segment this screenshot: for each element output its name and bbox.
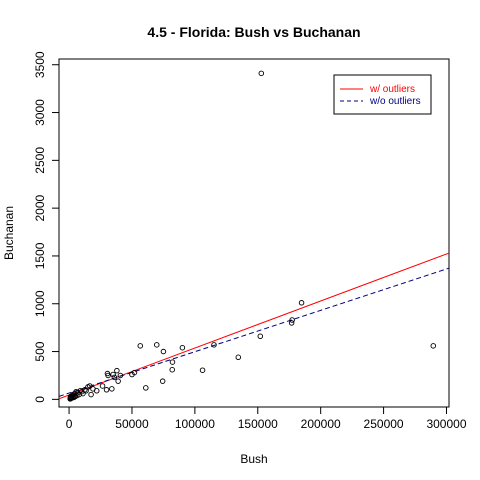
y-tick-label: 2500 bbox=[33, 147, 47, 174]
data-point bbox=[235, 354, 242, 361]
data-point bbox=[110, 371, 116, 378]
data-point bbox=[199, 367, 206, 373]
data-point bbox=[88, 391, 94, 398]
data-point bbox=[298, 300, 305, 306]
x-tick-label: 0 bbox=[66, 417, 73, 431]
data-point bbox=[99, 383, 106, 389]
data-points bbox=[67, 70, 437, 402]
y-tick-label: 500 bbox=[33, 341, 47, 361]
data-point bbox=[154, 342, 160, 348]
data-point bbox=[211, 342, 217, 348]
data-point bbox=[159, 378, 166, 384]
y-axis-label: Buchanan bbox=[2, 206, 16, 260]
y-tick-label: 1500 bbox=[33, 242, 47, 269]
data-point bbox=[115, 378, 121, 384]
data-point bbox=[90, 386, 96, 392]
x-axis-label: Bush bbox=[240, 452, 267, 466]
data-point bbox=[104, 370, 111, 377]
y-tick-label: 3500 bbox=[33, 51, 47, 78]
legend-label-without-outliers: w/o outliers bbox=[369, 96, 421, 107]
x-tick-label: 200000 bbox=[301, 417, 341, 431]
chart-title: 4.5 - Florida: Bush vs Buchanan bbox=[147, 24, 360, 40]
x-axis: 0 50000 100000 150000 200000 250000 300000 bbox=[66, 406, 467, 431]
x-tick-label: 250000 bbox=[364, 417, 404, 431]
fit-line-without-outliers bbox=[59, 267, 449, 397]
data-point bbox=[137, 343, 144, 349]
x-tick-label: 50000 bbox=[115, 417, 149, 431]
data-point bbox=[109, 386, 115, 392]
y-tick-label: 3000 bbox=[33, 99, 47, 126]
y-axis: 0 500 1000 1500 2000 2500 3000 3500 bbox=[33, 51, 60, 403]
y-tick-label: 1000 bbox=[33, 290, 47, 317]
data-point bbox=[430, 343, 437, 349]
data-point bbox=[179, 344, 186, 351]
data-point bbox=[257, 333, 264, 340]
legend: w/ outliers w/o outliers bbox=[333, 74, 432, 115]
x-tick-label: 100000 bbox=[175, 417, 215, 431]
y-tick-label: 0 bbox=[33, 396, 47, 403]
plot-area bbox=[59, 70, 449, 402]
data-point bbox=[129, 371, 135, 378]
data-point bbox=[169, 359, 176, 365]
data-point bbox=[143, 385, 149, 391]
y-tick-label: 2000 bbox=[33, 194, 47, 221]
data-point bbox=[103, 387, 110, 393]
data-point bbox=[288, 320, 295, 326]
data-point bbox=[114, 367, 120, 374]
data-point bbox=[67, 396, 73, 402]
data-point bbox=[160, 348, 167, 355]
legend-label-with-outliers: w/ outliers bbox=[369, 84, 415, 95]
legend-box bbox=[333, 74, 432, 115]
data-point bbox=[169, 366, 175, 373]
fit-lines bbox=[59, 252, 449, 400]
data-point bbox=[117, 372, 124, 379]
fit-line-with-outliers bbox=[59, 252, 449, 400]
data-point bbox=[289, 317, 295, 323]
x-tick-label: 150000 bbox=[238, 417, 278, 431]
x-tick-label: 300000 bbox=[426, 417, 466, 431]
data-point bbox=[258, 70, 265, 77]
data-point bbox=[111, 374, 118, 381]
